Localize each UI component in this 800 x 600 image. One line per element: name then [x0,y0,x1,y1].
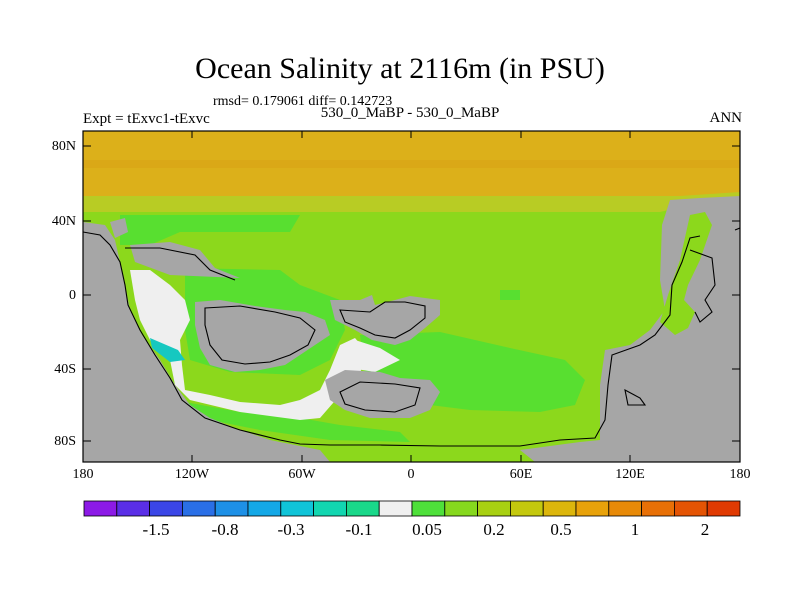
x-tick-label: 0 [407,467,415,482]
colorbar-box [706,500,741,517]
colorbar-box [116,500,151,517]
colorbar-label: 1 [630,520,640,539]
colorbar-box [345,500,380,517]
ocean-patch [120,215,300,245]
colorbar-box [608,500,642,517]
colorbar-label: -0.3 [277,520,305,539]
colorbar-box [542,500,577,517]
x-tick-label: 180 [72,467,94,482]
colorbar-box [181,500,216,517]
colorbar-label: 0.05 [412,520,442,539]
ocean-patch [185,402,410,442]
colorbar-box [378,500,413,517]
colorbar [83,500,741,517]
colorbar-box [477,500,511,517]
ocean-channel [660,212,712,335]
colorbar-box [641,500,675,517]
land-central-america [130,242,240,278]
x-tick-label: 120E [615,467,645,482]
map-title: Ocean Salinity at 2116m (in PSU) [195,52,605,85]
band-transition [83,192,740,212]
colorbar-label: 0.2 [483,520,505,539]
negative-region [150,338,185,362]
map-fill [83,131,740,462]
colorbar-box [575,500,610,517]
colorbar-box [313,500,347,517]
subtitle: 530_0_MaBP - 530_0_MaBP [320,105,500,121]
colorbar-box [214,500,249,517]
colorbar-label: 2 [700,520,710,539]
continent-outlines [83,227,740,447]
land-africa [330,295,440,345]
colorbar-box [674,500,708,517]
y-tick-label: 40N [51,214,76,229]
axis-ticks [83,131,740,462]
y-tick-label: 80S [54,434,76,449]
x-tick-label: 60E [509,467,533,482]
colorbar-box [280,500,314,517]
land-west [83,222,330,462]
colorbar-label: -0.8 [211,520,239,539]
near-zero-region [350,340,400,372]
near-zero-region [130,270,365,420]
y-tick-label: 40S [54,362,76,377]
colorbar-box [444,500,478,517]
colorbar-label: 0.5 [550,520,572,539]
y-tick-label: 0 [69,288,76,303]
y-tick-label: 80N [51,139,76,154]
ocean-patch [500,290,520,300]
north-salinity-core [83,160,740,168]
colorbar-box [149,500,183,517]
x-tick-label: 60W [288,467,316,482]
x-tick-label: 120W [174,467,210,482]
north-salinity-band [83,131,740,199]
colorbar-box [247,500,282,517]
land-south-america [195,300,330,372]
season-label: ANN [709,110,743,126]
colorbar-box [411,500,446,517]
stats-text: rmsd= 0.179061 diff= 0.142723 [213,94,393,109]
colorbar-label: -0.1 [345,520,373,539]
colorbar-box [83,500,118,517]
land-island [110,218,128,238]
x-tick-label: 180 [729,467,751,482]
experiment-label: Expt = tExvc1-tExvc [83,111,210,127]
colorbar-box [509,500,544,517]
colorbar-label: -1.5 [142,520,170,539]
